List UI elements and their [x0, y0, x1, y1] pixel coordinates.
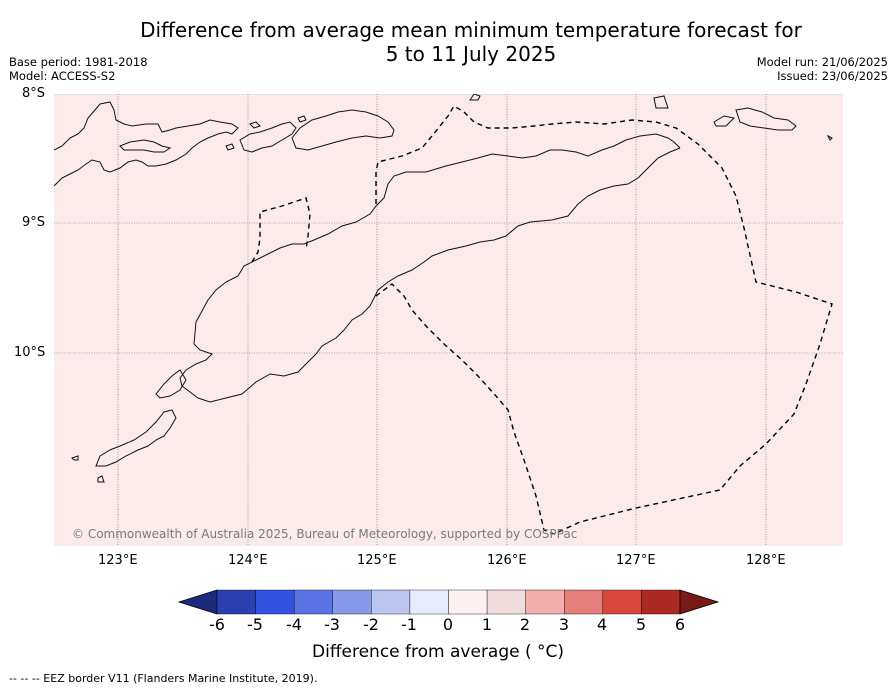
colorbar [178, 589, 720, 615]
map-panel [54, 94, 843, 546]
colorbar-segment [255, 589, 295, 615]
colorbar-segment [409, 589, 449, 615]
flores-north-islets [119, 139, 172, 153]
colorbar-segment [525, 589, 565, 615]
small-islet-south [97, 475, 105, 483]
colorbar-extend-high [679, 589, 720, 615]
lon-label-126e: 126°E [487, 553, 527, 568]
colorbar-segment [216, 589, 256, 615]
alor-coast [239, 121, 297, 153]
eez-border-oecusse [251, 197, 311, 263]
lat-label-10s: 10°S [14, 345, 46, 360]
roti-island-coast [155, 369, 187, 399]
colorbar-tick: 0 [442, 615, 454, 634]
leti-islands [713, 115, 736, 127]
eez-legend-note: -- -- -- EEZ border V11 (Flanders Marine… [9, 672, 318, 685]
babar-islet-1 [653, 95, 669, 109]
lon-label-124e: 124°E [228, 553, 268, 568]
lon-label-128e: 128°E [746, 553, 786, 568]
copyright-notice: © Commonwealth of Australia 2025, Bureau… [72, 527, 578, 541]
base-period: Base period: 1981-2018 [9, 55, 148, 69]
colorbar-segment [486, 589, 526, 615]
small-island-1 [225, 143, 235, 151]
lon-label-127e: 127°E [616, 553, 656, 568]
sawu-island-coast [95, 409, 177, 467]
moa-island [735, 107, 797, 131]
colorbar-extend-low [178, 589, 218, 615]
lon-label-125e: 125°E [357, 553, 397, 568]
colorbar-segment [371, 589, 411, 615]
coastlines [54, 94, 833, 483]
far-east-islet [826, 134, 833, 141]
wetar-top-islet [469, 94, 481, 101]
timor-north-coast [193, 133, 681, 345]
colorbar-tick: -3 [324, 615, 340, 634]
colorbar-tick: 5 [635, 615, 647, 634]
model-run: Model run: 21/06/2025 [756, 55, 888, 69]
colorbar-segment [293, 589, 333, 615]
colorbar-tick: 2 [519, 615, 531, 634]
title-line-1: Difference from average mean minimum tem… [140, 18, 802, 42]
lon-label-123e: 123°E [98, 553, 138, 568]
colorbar-tick: 1 [481, 615, 493, 634]
small-island-2 [249, 121, 261, 129]
colorbar-tick: 6 [674, 615, 686, 634]
wetar-north-islet [297, 115, 307, 123]
lat-label-9s: 9°S [22, 215, 46, 230]
colorbar-segment [602, 589, 642, 615]
colorbar-tick: -1 [401, 615, 417, 634]
raijua-islet [71, 455, 79, 461]
flores-island-coast [54, 101, 239, 187]
lat-label-8s: 8°S [22, 86, 46, 101]
colorbar-tick: 3 [558, 615, 570, 634]
issued-date: Issued: 23/06/2025 [777, 69, 888, 83]
colorbar-tick: -2 [363, 615, 379, 634]
map-background [54, 94, 843, 546]
colorbar-tick: -6 [209, 615, 225, 634]
colorbar-tick: 4 [596, 615, 608, 634]
eez-border [251, 105, 833, 535]
pantar-coast [291, 109, 395, 151]
title-line-2: 5 to 11 July 2025 [385, 42, 557, 66]
timor-south-coast [179, 147, 681, 403]
colorbar-segment [332, 589, 372, 615]
colorbar-segment [448, 589, 488, 615]
colorbar-segment [641, 589, 681, 615]
colorbar-segment [564, 589, 604, 615]
colorbar-tick: -5 [247, 615, 263, 634]
colorbar-label: Difference from average ( °C) [312, 642, 565, 662]
colorbar-tick: -4 [286, 615, 302, 634]
model-name: Model: ACCESS-S2 [9, 69, 116, 83]
